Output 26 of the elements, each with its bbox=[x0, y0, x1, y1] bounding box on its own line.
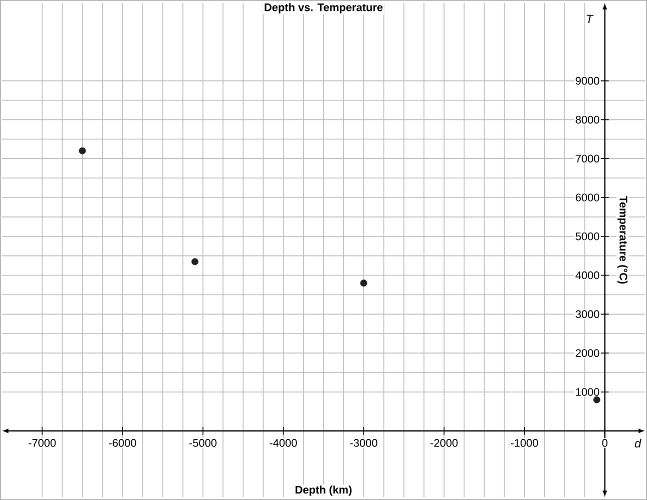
y-tick-label: 3000 bbox=[576, 310, 600, 318]
x-tick-label: -7000 bbox=[28, 439, 56, 447]
y-tick-label: 4000 bbox=[576, 271, 600, 280]
y-tick-label: 8000 bbox=[576, 116, 600, 124]
x-tick-label: -5000 bbox=[189, 439, 217, 447]
x-tick-label: -3000 bbox=[350, 439, 378, 447]
x-axis-title: Depth (km) bbox=[296, 486, 352, 496]
y-axis-title: Temperature (°C) bbox=[617, 196, 628, 284]
x-tick-label: -2000 bbox=[430, 439, 458, 447]
x-tick-label: -1000 bbox=[510, 439, 538, 447]
point bbox=[360, 280, 368, 287]
x-tick-label: 0 bbox=[602, 439, 608, 447]
annotation: d bbox=[634, 438, 642, 448]
point bbox=[593, 396, 600, 404]
annotation: T bbox=[586, 14, 594, 24]
point bbox=[191, 258, 198, 266]
x-tick-label: -4000 bbox=[270, 439, 297, 447]
x-tick-label: -6000 bbox=[109, 439, 136, 447]
y-tick-label: 2000 bbox=[576, 349, 600, 357]
y-tick-label: 9000 bbox=[576, 76, 600, 85]
y-tick-label: 7000 bbox=[576, 154, 600, 162]
point bbox=[78, 147, 86, 154]
y-tick-label: 1000 bbox=[576, 388, 600, 396]
chart-title: Depth vs. Temperature bbox=[264, 3, 383, 14]
y-tick-label: 5000 bbox=[576, 232, 600, 240]
y-tick-label: 6000 bbox=[576, 194, 600, 202]
